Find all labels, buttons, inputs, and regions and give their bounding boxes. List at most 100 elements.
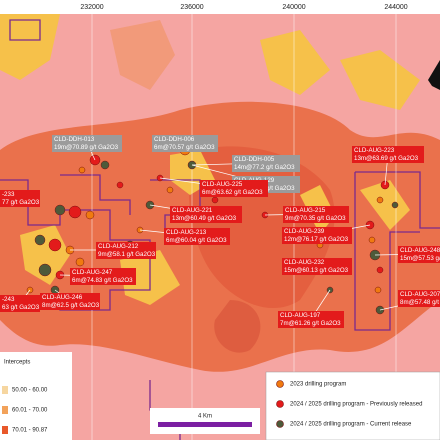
callout-box xyxy=(283,206,349,223)
callout-box xyxy=(40,293,100,310)
legend-marker xyxy=(276,400,284,408)
legend-swatch xyxy=(2,426,8,434)
callout-box xyxy=(52,135,122,152)
callout-box xyxy=(398,246,440,263)
callout-box xyxy=(282,258,352,275)
legend-swatch xyxy=(2,386,8,394)
callout-id: CLD-AUG-215 xyxy=(285,207,326,214)
legend-swatch xyxy=(2,406,8,414)
callout-box xyxy=(0,295,40,312)
callout-box xyxy=(96,242,156,259)
scale-box xyxy=(150,408,260,434)
yellow-patch xyxy=(0,14,60,80)
drill-hole xyxy=(391,201,399,209)
callout-box xyxy=(352,146,424,163)
callout-result: 63 g/t Ga2O3 xyxy=(2,304,40,311)
drill-hole xyxy=(68,205,82,219)
scale-label: 4 Km xyxy=(198,414,212,420)
callout-result: 7m@61.26 g/t Ga2O3 xyxy=(280,320,341,327)
callout-result: 13m@63.69 g/t Ga2O3 xyxy=(354,155,419,162)
drill-hole xyxy=(368,236,376,244)
program-legend-box xyxy=(265,371,440,440)
callout-id: CLD-DDH-005 xyxy=(234,156,275,163)
callout-result: 8m@57.48 g/t Ga2O3 xyxy=(400,299,440,306)
callout-result: 8m@62.5 g/t Ga2O3 xyxy=(42,302,100,309)
legend-entry: 2024 / 2025 drilling program - Current r… xyxy=(290,422,412,428)
callout-box xyxy=(398,290,440,307)
legend-class: 60.01 - 70.00 xyxy=(12,408,48,414)
callout-id: CLD-AUG-221 xyxy=(172,207,213,214)
callout-id: CLD-DDH-006 xyxy=(154,136,195,143)
drill-hole xyxy=(211,196,219,204)
callout-id: CLD-AUG-212 xyxy=(98,243,139,250)
callout-box xyxy=(0,190,40,207)
drill-hole xyxy=(116,181,124,189)
callout-result: 14m@77.2 g/t Ga2O3 xyxy=(234,164,295,171)
legend-class: 70.01 - 90.87 xyxy=(12,428,48,434)
axis-label: 236000 xyxy=(180,4,203,11)
top-frame xyxy=(0,0,440,14)
callout-result: 15m@60.13 g/t Ga2O3 xyxy=(284,267,349,274)
callout-box xyxy=(282,227,352,244)
callout-id: -233 xyxy=(2,191,15,198)
drill-hole xyxy=(34,234,46,246)
legend-entry: 2023 drilling program xyxy=(290,382,346,388)
callout-id: CLD-AUG-247 xyxy=(72,269,113,276)
callout-result: 77 g/t Ga2O3 xyxy=(2,199,40,206)
callout-id: CLD-AUG-207 xyxy=(400,291,440,298)
callout-result: 6m@63.62 g/t Ga2O3 xyxy=(202,189,263,196)
callout-box xyxy=(200,180,268,197)
intercepts-legend-box xyxy=(0,352,72,440)
drill-hole xyxy=(85,210,95,220)
drill-hole xyxy=(78,166,86,174)
axis-label: 240000 xyxy=(282,4,305,11)
callout-box xyxy=(152,135,218,152)
callout-id: CLD-AUG-223 xyxy=(354,147,395,154)
callout-result: 12m@76.17 g/t Ga2O3 xyxy=(284,236,349,243)
north-arrow xyxy=(428,60,440,90)
drill-hole xyxy=(376,266,384,274)
axis-label: 232000 xyxy=(80,4,103,11)
intercepts-legend-title: Intercepts xyxy=(4,360,30,366)
legend-marker xyxy=(276,420,284,428)
callout-result: 6m@60.04 g/t Ga2O3 xyxy=(166,237,227,244)
drill-hole xyxy=(54,204,66,216)
callout-result: 9m@70.35 g/t Ga2O3 xyxy=(285,215,346,222)
callout-result: 15m@57.53 g/t Ga2O3 xyxy=(400,255,440,262)
callout-result: 13m@60.49 g/t Ga2O3 xyxy=(172,215,237,222)
callout-id: -243 xyxy=(2,296,15,303)
yellow-patch xyxy=(340,50,420,110)
callout-box xyxy=(278,311,344,328)
callout-id: CLD-AUG-225 xyxy=(202,181,243,188)
callout-id: CLD-AUG-239 xyxy=(284,228,325,235)
callout-id: CLD-DDH-013 xyxy=(54,136,95,143)
yellow-patch xyxy=(260,30,330,95)
callout-id: CLD-AUG-248 xyxy=(400,247,440,254)
light-patch xyxy=(110,20,175,90)
drill-hole xyxy=(374,286,382,294)
callout-result: 9m@58.1 g/t Ga2O3 xyxy=(98,251,156,258)
callout-id: CLD-AUG-232 xyxy=(284,259,325,266)
drill-hole xyxy=(376,196,384,204)
legend-marker xyxy=(276,380,284,388)
callout-result: 6m@70.57 g/t Ga2O3 xyxy=(154,144,215,151)
drill-hole xyxy=(38,263,52,277)
callout-box xyxy=(164,228,230,245)
legend-class: 50.00 - 60.00 xyxy=(12,388,48,394)
scale-bar xyxy=(158,422,252,427)
legend-entry: 2024 / 2025 drilling program - Previousl… xyxy=(290,402,422,408)
dark-zone xyxy=(214,300,261,353)
yellow-patch xyxy=(360,180,410,230)
tenement-boundaries xyxy=(0,19,440,440)
drill-hole xyxy=(48,238,62,252)
callout-result: 6m@74.83 g/t Ga2O3 xyxy=(72,277,133,284)
drill-hole xyxy=(75,257,85,267)
callout-box xyxy=(170,206,242,223)
callout-result: 19m@70.89 g/t Ga2O3 xyxy=(54,144,119,151)
axis-label: 244000 xyxy=(384,4,407,11)
callout-box xyxy=(70,268,136,285)
callout-id: CLD-AUG-197 xyxy=(280,312,321,319)
callout-id: CLD-AUG-213 xyxy=(166,229,207,236)
